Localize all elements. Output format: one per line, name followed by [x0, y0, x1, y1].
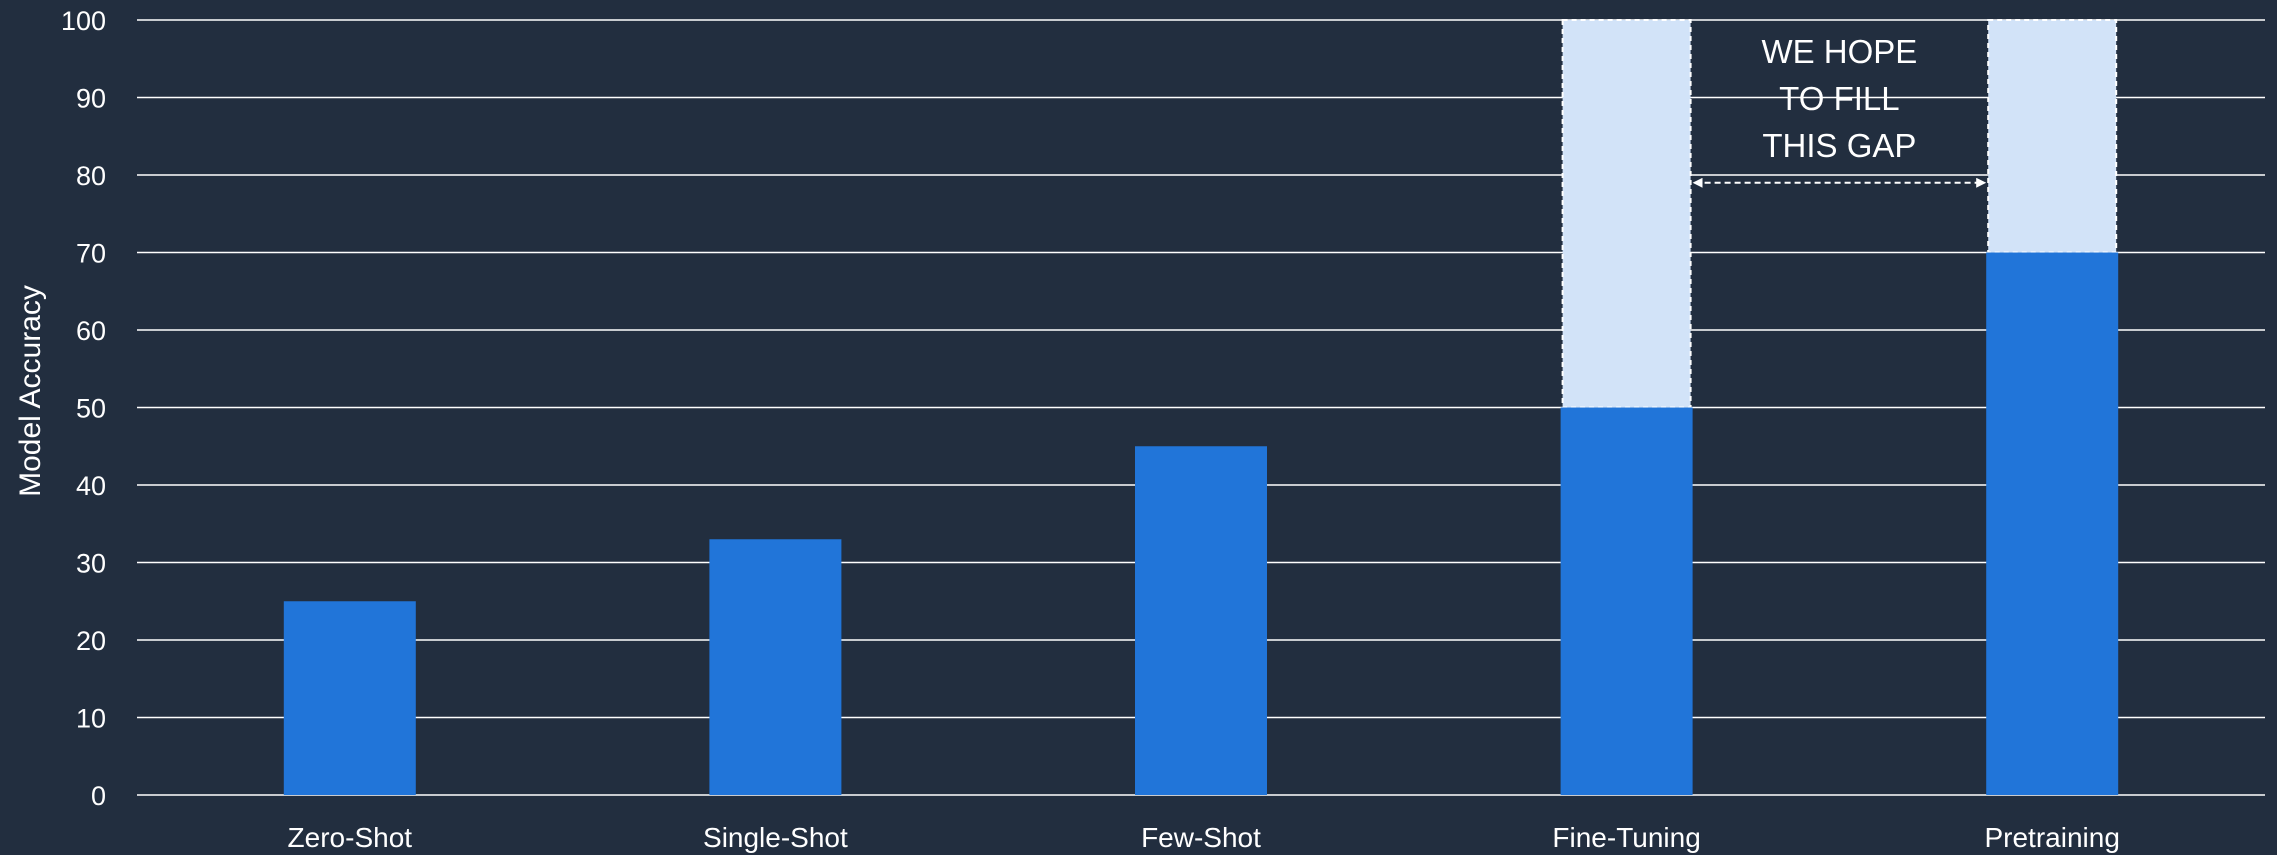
gap-box-pretraining — [1987, 19, 2118, 254]
x-axis-labels: Zero-Shot Single-Shot Few-Shot Fine-Tuning P… — [288, 822, 2120, 853]
y-tick-label: 30 — [76, 549, 106, 579]
annotation-line: THIS GAP — [1762, 127, 1916, 164]
y-tick-label: 50 — [76, 394, 106, 424]
bar-single-shot — [709, 539, 842, 795]
x-tick-label: Single-Shot — [703, 822, 848, 853]
bar-fine-tuning — [1560, 407, 1693, 795]
y-tick-label: 10 — [76, 704, 106, 734]
x-tick-label: Few-Shot — [1141, 822, 1261, 853]
y-tick-label: 20 — [76, 626, 106, 656]
y-tick-label: 0 — [91, 781, 106, 811]
y-tick-label: 60 — [76, 316, 106, 346]
gap-annotation: WE HOPE TO FILL THIS GAP — [1692, 33, 1987, 188]
x-tick-label: Fine-Tuning — [1552, 822, 1700, 853]
bar-pretraining — [1986, 252, 2119, 795]
annotation-line: WE HOPE — [1761, 33, 1917, 70]
bars — [283, 252, 2119, 795]
y-tick-label: 70 — [76, 239, 106, 269]
annotation-line: TO FILL — [1779, 80, 1899, 117]
y-tick-label: 40 — [76, 471, 106, 501]
x-tick-label: Pretraining — [1984, 822, 2119, 853]
y-tick-label: 80 — [76, 161, 106, 191]
bar-zero-shot — [283, 601, 416, 795]
gap-box-fine-tuning — [1561, 19, 1692, 409]
y-tick-label: 90 — [76, 84, 106, 114]
x-tick-label: Zero-Shot — [288, 822, 413, 853]
gap-boxes — [1561, 19, 2118, 409]
y-axis-ticks: 0 10 20 30 40 50 60 70 80 90 100 — [61, 6, 106, 811]
y-axis-title: Model Accuracy — [14, 285, 47, 497]
bar-few-shot — [1135, 446, 1267, 795]
gap-annotation-text: WE HOPE TO FILL THIS GAP — [1761, 33, 1917, 164]
y-tick-label: 100 — [61, 6, 106, 36]
